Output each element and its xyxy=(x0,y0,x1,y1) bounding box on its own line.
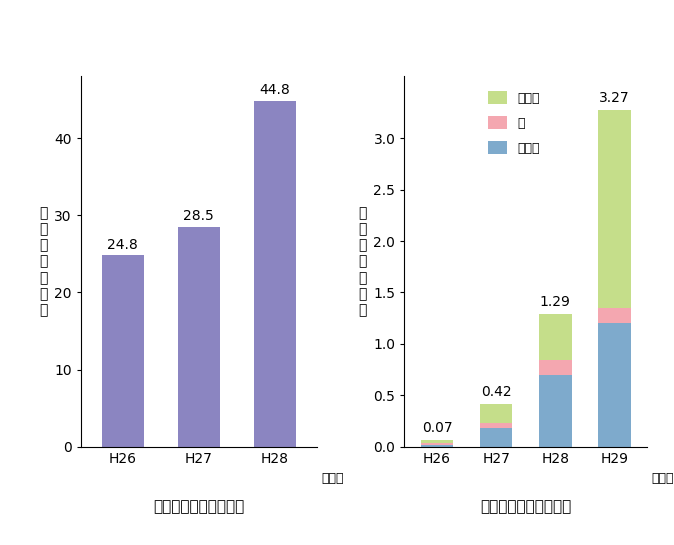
Bar xyxy=(480,423,512,428)
Text: 1.29: 1.29 xyxy=(540,295,571,309)
Bar xyxy=(539,360,572,375)
Bar xyxy=(421,440,453,443)
Text: 3.27: 3.27 xyxy=(599,91,630,105)
Bar xyxy=(421,445,453,447)
Text: 24.8: 24.8 xyxy=(107,238,138,252)
Text: （年度）: （年度） xyxy=(651,472,674,485)
Bar xyxy=(178,227,220,447)
Y-axis label: 輸
出
額
（
億
円
）: 輸 出 額 （ 億 円 ） xyxy=(358,206,367,317)
Bar xyxy=(599,323,631,447)
Y-axis label: 輸
出
額
（
億
円
）: 輸 出 額 （ 億 円 ） xyxy=(39,206,47,317)
Bar xyxy=(421,443,453,445)
Bar xyxy=(599,110,631,308)
Bar xyxy=(480,428,512,447)
Text: 0.42: 0.42 xyxy=(481,385,512,398)
Text: （年）: （年） xyxy=(321,472,344,485)
Bar xyxy=(539,375,572,447)
Text: 水産物の輸出額の推移: 水産物の輸出額の推移 xyxy=(153,499,245,514)
Bar xyxy=(599,308,631,323)
Text: 0.07: 0.07 xyxy=(422,421,452,434)
Text: 農産物の輸出額の推移: 農産物の輸出額の推移 xyxy=(480,499,572,514)
Text: 28.5: 28.5 xyxy=(183,209,214,223)
Text: 44.8: 44.8 xyxy=(259,83,290,97)
Bar xyxy=(480,404,512,423)
Bar xyxy=(539,314,572,360)
Bar xyxy=(254,101,296,447)
Legend: 常陸牛, 米, 青果物: 常陸牛, 米, 青果物 xyxy=(483,86,545,160)
Bar xyxy=(102,256,144,447)
